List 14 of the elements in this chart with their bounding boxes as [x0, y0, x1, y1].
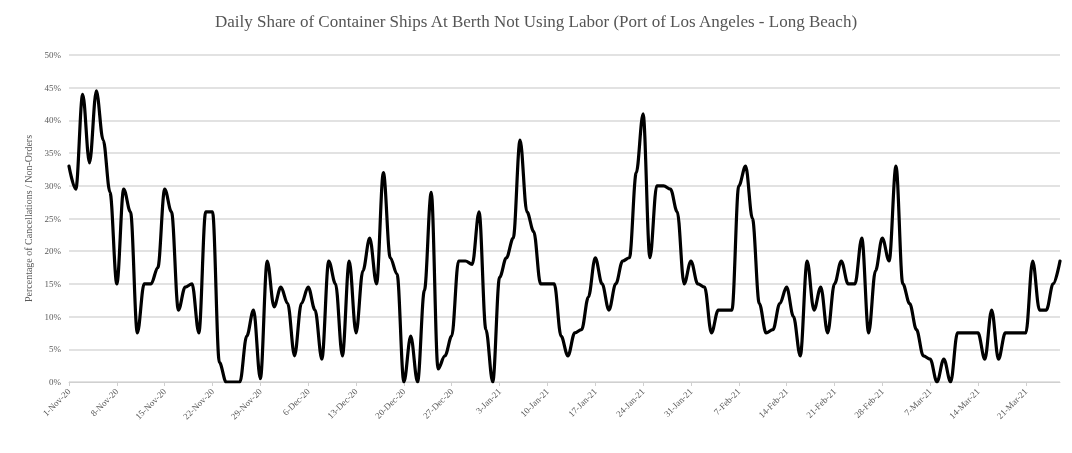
y-tick-label: 30% — [44, 180, 62, 191]
y-tick-label: 40% — [44, 115, 62, 126]
y-tick-label: 10% — [44, 311, 62, 322]
y-tick-label: 50% — [44, 50, 62, 60]
y-tick-label: 5% — [49, 344, 62, 355]
y-tick-label: 25% — [44, 213, 62, 224]
y-axis-title: Percentage of Cancellations / Non-Orders — [22, 134, 34, 303]
y-tick-label: 45% — [44, 82, 62, 93]
y-tick-label: 15% — [44, 278, 62, 289]
y-tick-label: 0% — [49, 377, 62, 387]
chart-title: Daily Share of Container Ships At Berth Not Using Labor (Port of Los Angeles - Long Beach) — [214, 12, 858, 31]
y-tick-label: 35% — [44, 148, 62, 159]
y-tick-label: 20% — [44, 246, 62, 257]
line-series — [67, 89, 1062, 384]
